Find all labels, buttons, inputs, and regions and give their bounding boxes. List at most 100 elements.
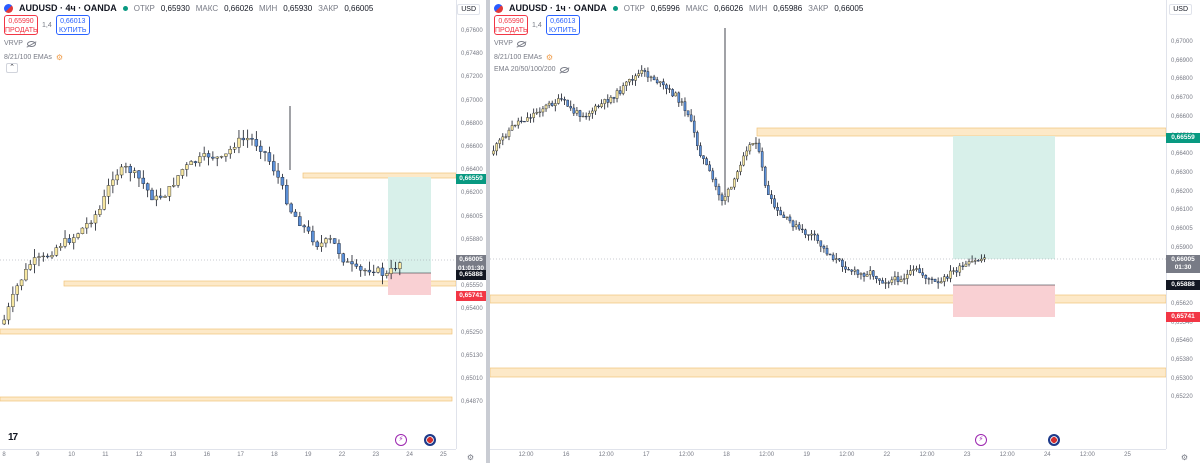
time-tick-label: 12:00 <box>999 452 1015 458</box>
price-axis-label[interactable]: 0,65741 <box>456 291 486 301</box>
candle-body <box>393 267 398 270</box>
candle-body <box>927 278 931 280</box>
candle-body <box>643 69 647 72</box>
candle-body <box>211 156 215 159</box>
collapse-legend-button[interactable]: ⌃ <box>6 63 18 73</box>
price-tick-label: 0,67480 <box>461 51 483 58</box>
candle-body <box>955 270 958 273</box>
price-axis-label[interactable]: 0,65888 <box>456 270 486 280</box>
panel-divider[interactable] <box>486 0 490 463</box>
lightning-icon[interactable]: ⚡ <box>395 434 407 446</box>
price-tick-label: 0,65460 <box>1171 338 1193 345</box>
price-axis-label[interactable]: 0,66005 <box>456 255 486 265</box>
us-flag-icon[interactable] <box>1048 434 1060 446</box>
tradingview-logo-icon[interactable]: 17 <box>8 432 18 443</box>
candle-body <box>893 276 897 281</box>
buy-button[interactable]: 0,66013 КУПИТЬ <box>55 15 90 35</box>
currency-button[interactable]: USD <box>1169 4 1192 15</box>
candle-body <box>232 147 237 150</box>
settings-icon[interactable]: ⚙ <box>545 53 554 62</box>
candle-body <box>816 234 820 241</box>
hidden-eye-icon[interactable] <box>26 40 36 47</box>
candle-body <box>167 186 172 197</box>
ohlc-close-label: ЗАКР <box>808 3 829 13</box>
symbol-title[interactable]: AUDUSD · 4ч · OANDA <box>19 3 117 13</box>
currency-button[interactable]: USD <box>457 4 480 15</box>
price-axis-1h[interactable]: 0,67000 0,66900 0,66800 0,66700 0,66600 0,665… <box>1166 0 1200 449</box>
candle-body <box>45 255 50 258</box>
candle-body <box>717 186 721 196</box>
time-tick-label: 22 <box>883 452 891 458</box>
candle-body <box>652 76 656 81</box>
price-axis-label[interactable]: 0,66559 <box>456 174 486 184</box>
candle-body <box>32 257 37 265</box>
candle-body <box>128 166 132 173</box>
sell-button[interactable]: 0,65990 ПРОДАТЬ <box>4 15 38 35</box>
candle-body <box>176 175 180 186</box>
settings-icon[interactable]: ⚙ <box>466 453 474 462</box>
candle-body <box>967 261 971 265</box>
price-plot-4h[interactable] <box>0 0 456 449</box>
time-axis-1h[interactable]: 12:00 16 12:00 17 12:00 18 12:00 19 12:00 22 12:00… <box>490 449 1166 463</box>
price-axis-4h[interactable]: 0,67600 0,67480 0,67200 0,67000 0,66800 0,666… <box>456 0 486 449</box>
candle-body <box>899 279 903 282</box>
sell-button[interactable]: 0,65990 ПРОДАТЬ <box>494 15 528 35</box>
candle-body <box>594 105 597 112</box>
price-axis-label[interactable]: 01:30 <box>1166 263 1200 273</box>
chart-panel-4h[interactable]: 0,67600 0,67480 0,67200 0,67000 0,66800 0,666… <box>0 0 486 463</box>
candle-body <box>603 99 606 104</box>
candle-body <box>566 99 569 107</box>
indicator-vrvp[interactable]: VRVP <box>4 40 36 47</box>
price-axis-label[interactable]: 0,65741 <box>1166 312 1200 322</box>
indicator-emas[interactable]: 8/21/100 EMAs ⚙ <box>4 53 63 62</box>
indicator-emas[interactable]: 8/21/100 EMAs ⚙ <box>494 53 553 62</box>
candle-body <box>723 196 727 201</box>
candle-body <box>637 73 640 77</box>
price-axis-label[interactable]: 0,66559 <box>1166 133 1200 143</box>
candle-body <box>189 161 193 165</box>
candle-body <box>763 166 767 186</box>
candle-body <box>655 79 659 84</box>
candle-body <box>665 84 668 89</box>
candle-body <box>298 216 302 226</box>
candle-body <box>245 138 250 141</box>
us-flag-icon[interactable] <box>424 434 436 446</box>
price-tick-label: 0,66200 <box>1171 188 1193 195</box>
candle-body <box>733 178 736 188</box>
candle-body <box>228 149 232 155</box>
candle-body <box>634 75 637 81</box>
candle-body <box>958 265 962 273</box>
candle-body <box>363 269 367 272</box>
buy-button[interactable]: 0,66013 КУПИТЬ <box>545 15 580 35</box>
hidden-eye-icon[interactable] <box>559 66 569 73</box>
ohlc-open-value: 0,65996 <box>650 3 680 13</box>
candle-body <box>311 230 315 243</box>
candle-body <box>572 107 576 114</box>
time-tick-label: 12 <box>135 452 143 458</box>
price-plot-1h[interactable] <box>490 0 1166 449</box>
time-axis-4h[interactable]: 8 9 10 11 12 13 16 17 18 19 22 23 24 25 <box>0 449 456 463</box>
price-axis-label[interactable]: 01:01:30 <box>456 264 486 274</box>
price-axis-label[interactable]: 0,65888 <box>1166 280 1200 290</box>
candle-body <box>2 319 6 325</box>
settings-icon[interactable]: ⚙ <box>1180 453 1188 462</box>
candle-body <box>767 185 770 195</box>
candle-body <box>807 234 810 236</box>
symbol-title[interactable]: AUDUSD · 1ч · OANDA <box>509 3 607 13</box>
hidden-eye-icon[interactable] <box>516 40 526 47</box>
settings-icon[interactable]: ⚙ <box>55 53 64 62</box>
price-axis-label[interactable]: 0,66005 <box>1166 255 1200 265</box>
candle-body <box>163 196 167 198</box>
chart-panel-1h[interactable]: 0,67000 0,66900 0,66800 0,66700 0,66600 0,665… <box>490 0 1200 463</box>
price-tick-label: 0,65010 <box>461 376 483 382</box>
indicator-vrvp[interactable]: VRVP <box>494 40 526 47</box>
candle-body <box>696 132 699 146</box>
indicator-ema-ribbon[interactable]: EMA 20/50/100/200 <box>494 66 569 73</box>
candle-body <box>760 151 764 168</box>
time-tick-label: 19 <box>304 452 312 458</box>
candle-body <box>702 155 705 159</box>
symbol-logo-icon <box>4 3 13 13</box>
candle-body <box>563 99 566 101</box>
lightning-icon[interactable]: ⚡ <box>975 434 987 446</box>
candle-body <box>628 79 631 83</box>
